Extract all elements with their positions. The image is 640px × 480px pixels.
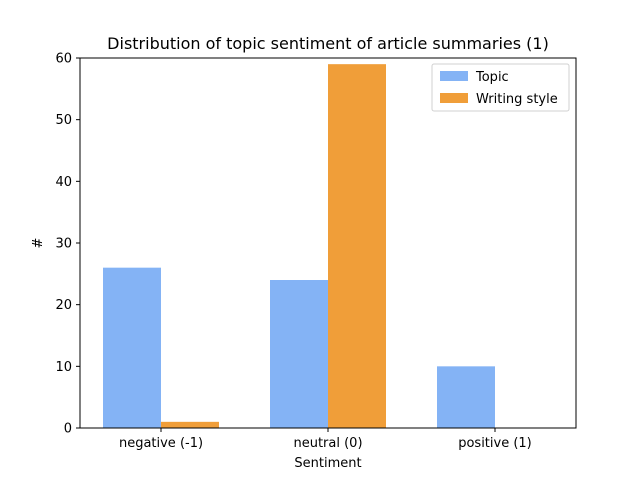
legend-label-topic: Topic — [475, 70, 509, 85]
bar-writing-style-0 — [161, 421, 219, 428]
legend-swatch-writing-style — [440, 93, 468, 103]
legend: Topic Writing style — [431, 63, 570, 112]
y-tick-label: 0 — [64, 422, 72, 437]
legend-swatch-topic — [440, 71, 468, 81]
legend-label-writing-style: Writing style — [476, 92, 558, 107]
y-tick-label: 50 — [55, 113, 72, 128]
bar-topic-0 — [103, 267, 161, 428]
x-tick-label: positive (1) — [458, 436, 532, 451]
x-tick-label: neutral (0) — [293, 436, 362, 451]
y-axis-label: # — [31, 238, 46, 249]
x-axis-label: Sentiment — [294, 456, 361, 471]
x-tick-label: negative (-1) — [119, 436, 203, 451]
chart-title: Distribution of topic sentiment of artic… — [107, 34, 549, 53]
y-tick-label: 30 — [55, 237, 72, 252]
y-tick-label: 10 — [55, 360, 72, 375]
plot-area: 0 10 20 30 40 50 60 negative (-1) neutral (0) pos… — [55, 52, 577, 451]
y-tick-label: 20 — [55, 298, 72, 313]
bar-topic-2 — [437, 366, 495, 428]
bar-topic-1 — [270, 280, 328, 428]
bar-writing-style-1 — [328, 64, 386, 429]
y-tick-label: 40 — [55, 175, 72, 190]
y-tick-label: 60 — [55, 52, 72, 67]
